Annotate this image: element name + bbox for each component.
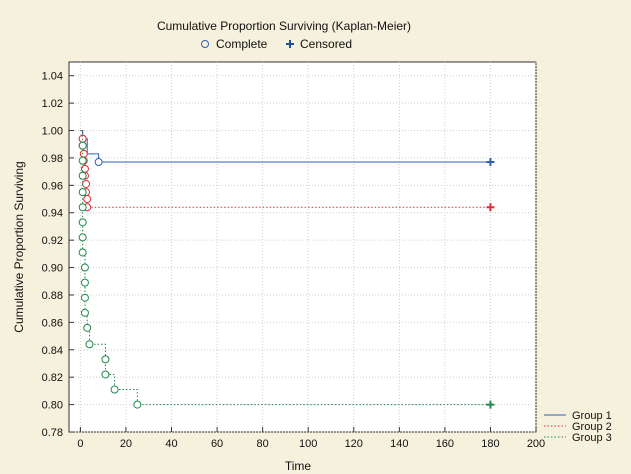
complete-point: [78, 141, 87, 150]
complete-point: [94, 158, 103, 167]
complete-point: [83, 323, 92, 332]
censored-point: [486, 400, 495, 409]
y-tick-label: 0.80: [42, 400, 63, 412]
complete-point: [80, 263, 89, 272]
censored-point: [486, 203, 495, 212]
complete-point: [83, 195, 92, 204]
complete-point: [78, 218, 87, 227]
complete-point: [78, 188, 87, 197]
complete-point: [78, 233, 87, 242]
y-tick-label: 0.88: [42, 290, 63, 302]
complete-point: [80, 293, 89, 302]
x-tick-label: 60: [211, 438, 223, 450]
y-tick-label: 0.82: [42, 372, 63, 384]
y-tick-label: 1.04: [42, 71, 63, 83]
x-tick-label: 120: [345, 438, 363, 450]
x-tick-label: 20: [120, 438, 132, 450]
complete-point: [85, 340, 94, 349]
legend-censored-label: Censored: [300, 37, 352, 51]
x-tick-label: 160: [436, 438, 454, 450]
y-axis-label: Cumulative Proportion Surviving: [12, 161, 26, 332]
x-tick-label: 180: [481, 438, 499, 450]
x-axis-ticks: 0 20 40 60 80 100 120 140 160 180 200: [77, 427, 545, 450]
series-layer: [78, 130, 495, 409]
y-tick-label: 0.96: [42, 180, 63, 192]
legend-complete-marker: [201, 40, 209, 48]
plot-area: [68, 61, 537, 433]
complete-point: [133, 400, 142, 409]
y-tick-label: 1.02: [42, 98, 63, 110]
complete-point: [78, 171, 87, 180]
legend-label-group-1: Group 1: [572, 410, 612, 422]
x-axis-label: Time: [285, 459, 312, 473]
y-tick-label: 0.90: [42, 263, 63, 275]
complete-point: [80, 278, 89, 287]
complete-point: [79, 149, 88, 158]
complete-point: [110, 385, 119, 394]
y-tick-label: 0.78: [42, 427, 63, 439]
y-axis-ticks: 0.78 0.80 0.82 0.84 0.86 0.88 0.90 0.92 0.94 0.96…: [42, 71, 74, 439]
x-tick-label: 200: [527, 438, 545, 450]
legend-label-group-2: Group 2: [572, 421, 612, 433]
complete-point: [82, 179, 91, 188]
legend-label-group-3: Group 3: [572, 432, 612, 444]
y-tick-label: 1.00: [42, 126, 63, 138]
x-tick-label: 100: [299, 438, 317, 450]
y-tick-label: 0.84: [42, 345, 63, 357]
y-tick-label: 0.86: [42, 317, 63, 329]
censored-point: [486, 158, 495, 167]
legend-complete-label: Complete: [216, 37, 268, 51]
x-tick-label: 0: [77, 438, 83, 450]
y-tick-label: 0.94: [42, 208, 63, 220]
series-group-3: [78, 130, 495, 409]
complete-point: [78, 156, 87, 165]
x-tick-label: 140: [390, 438, 408, 450]
complete-point: [101, 355, 110, 364]
chart-title: Cumulative Proportion Surviving (Kaplan-…: [157, 19, 411, 33]
x-tick-label: 80: [257, 438, 269, 450]
legend-censored-marker: [286, 40, 294, 48]
complete-point: [80, 308, 89, 317]
complete-point: [101, 370, 110, 379]
y-tick-label: 0.98: [42, 153, 63, 165]
y-tick-label: 0.92: [42, 235, 63, 247]
complete-point: [78, 248, 87, 257]
x-tick-label: 40: [165, 438, 177, 450]
complete-point: [78, 203, 87, 212]
